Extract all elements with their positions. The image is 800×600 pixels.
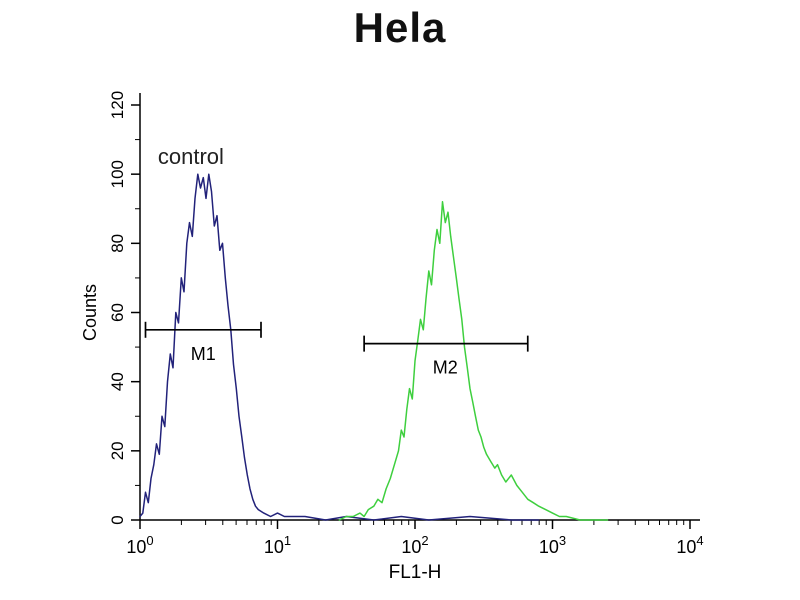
x-tick-label: 103 — [539, 533, 566, 557]
x-tick-label: 102 — [401, 533, 428, 557]
control-annotation: control — [158, 144, 224, 169]
y-tick-label: 40 — [108, 372, 127, 391]
x-tick-label: 104 — [676, 533, 703, 557]
y-tick-label: 0 — [108, 515, 127, 524]
sample-curve — [338, 201, 609, 521]
chart-title: Hela — [353, 4, 447, 51]
m1-gate-label: M1 — [191, 344, 216, 364]
x-tick-label: 101 — [264, 533, 291, 557]
y-tick-label: 100 — [108, 160, 127, 188]
y-axis-label: Counts — [80, 284, 100, 341]
y-tick-label: 120 — [108, 91, 127, 119]
x-tick-label: 100 — [126, 533, 153, 557]
y-tick-label: 60 — [108, 303, 127, 322]
control-curve — [139, 173, 540, 521]
y-tick-label: 80 — [108, 234, 127, 253]
y-tick-label: 20 — [108, 441, 127, 460]
m2-gate-label: M2 — [433, 358, 458, 378]
x-axis-label: FL1-H — [389, 562, 442, 583]
